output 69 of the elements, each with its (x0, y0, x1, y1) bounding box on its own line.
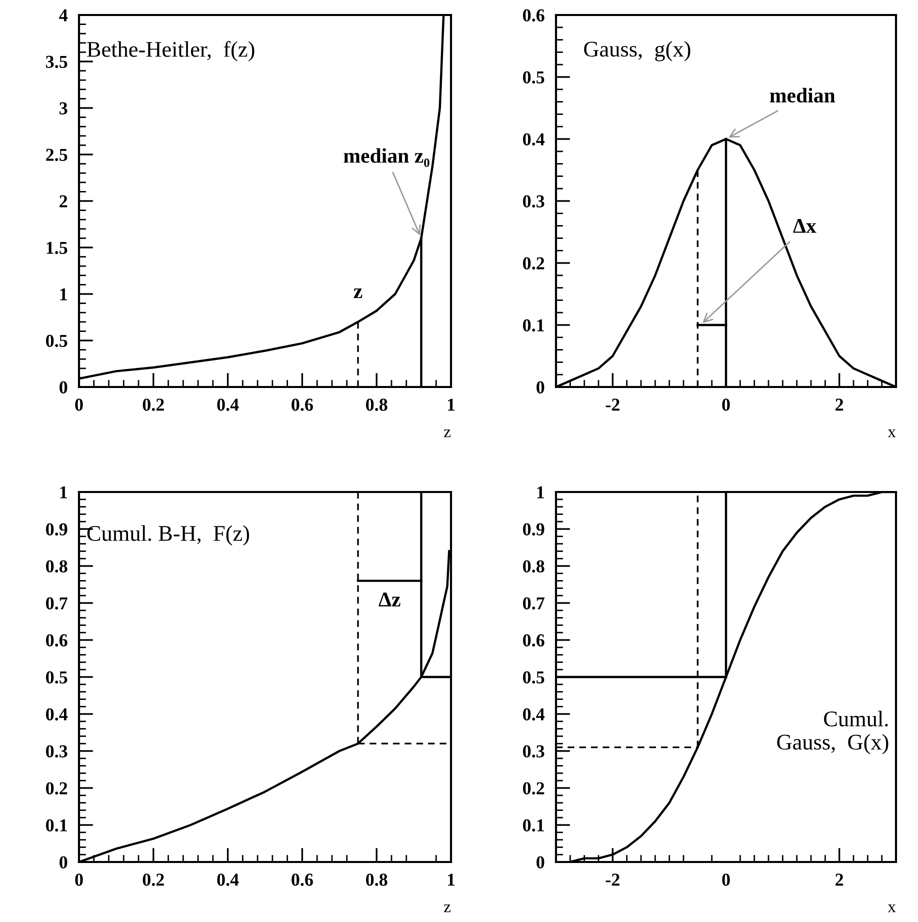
y-tick-label: 0.7 (46, 597, 68, 610)
y-tick-label: 0.3 (523, 745, 544, 758)
y-tick-label: 0.3 (523, 195, 544, 208)
y-tick-label: 0.1 (523, 319, 544, 332)
y-tick-label: 0.7 (523, 597, 544, 610)
y-tick-label: 0.6 (46, 634, 68, 647)
annotation: z (354, 288, 362, 298)
x-axis-title: x (888, 430, 896, 438)
y-tick-label: 1 (60, 486, 67, 498)
annotation: median z₀ (344, 148, 430, 167)
y-tick-label: 0.4 (523, 708, 545, 721)
x-tick-label: 0 (75, 398, 83, 411)
annotation: Δx (793, 219, 816, 233)
y-tick-label: 0.9 (523, 523, 544, 536)
y-tick-label: 0.2 (523, 257, 544, 270)
y-tick-label: 0.1 (46, 819, 67, 832)
y-tick-label: 0.5 (46, 671, 68, 684)
text: Gauss, g(x) (584, 41, 690, 62)
y-tick-label: 1.5 (46, 242, 68, 254)
annotation: median (770, 88, 836, 103)
x-tick-label: 0.8 (366, 874, 388, 886)
y-tick-label: 3 (60, 102, 68, 114)
y-tick-label: 0.5 (46, 334, 68, 348)
y-tick-label: 0 (536, 856, 544, 868)
x-axis-title: z (444, 904, 451, 912)
y-tick-label: 0.3 (46, 745, 68, 758)
x-tick-label: 0 (722, 874, 730, 886)
y-tick-label: 1 (537, 486, 544, 498)
x-tick-label: 0.4 (217, 874, 239, 886)
y-tick-label: 0.8 (523, 560, 544, 573)
y-tick-label: 2 (60, 195, 68, 208)
x-axis-title: x (888, 904, 896, 912)
x-tick-label: 0.8 (366, 398, 388, 411)
x-tick-label: 0.2 (142, 398, 164, 411)
x-tick-label: 0.4 (217, 398, 239, 411)
x-tick-label: 2 (836, 874, 844, 886)
y-tick-label: 0.8 (46, 560, 68, 573)
y-tick-label: 0 (536, 381, 544, 394)
y-tick-label: 0.6 (523, 634, 544, 647)
x-tick-label: 0.6 (292, 398, 313, 411)
y-tick-label: 2.5 (46, 148, 68, 162)
y-tick-label: 4 (59, 9, 68, 22)
y-tick-label: 0.5 (523, 671, 544, 684)
text: Cumul. B-H, F(z) (87, 525, 250, 546)
y-tick-label: 0.1 (523, 819, 544, 832)
y-tick-label: 0.9 (46, 523, 68, 536)
y-tick-label: 0.4 (46, 708, 68, 721)
x-tick-label: 0 (722, 398, 730, 411)
x-tick-label: 1 (448, 874, 455, 886)
y-tick-label: 1 (60, 288, 67, 300)
y-tick-label: 0.2 (523, 782, 544, 795)
y-tick-label: 0.5 (523, 71, 544, 84)
x-tick-label: 0.6 (292, 874, 313, 886)
x-tick-label: 0 (75, 874, 83, 886)
y-tick-label: 0.4 (523, 133, 545, 146)
y-tick-label: 0 (60, 856, 68, 868)
x-tick-label: -2 (606, 398, 620, 411)
y-tick-label: 0.2 (46, 782, 68, 795)
y-tick-label: 0 (60, 381, 68, 394)
x-tick-label: 0.2 (142, 874, 164, 886)
annotation: Δz (378, 592, 400, 606)
text: Cumul. Gauss, G(x) (777, 710, 888, 754)
x-tick-label: 2 (836, 398, 844, 411)
y-tick-label: 0.6 (523, 9, 544, 22)
y-tick-label: 3.5 (46, 56, 68, 68)
x-axis-title: z (444, 430, 451, 438)
x-tick-label: 1 (448, 398, 455, 411)
x-tick-label: -2 (606, 874, 620, 886)
text: Bethe-Heitler, f(z) (87, 41, 254, 62)
